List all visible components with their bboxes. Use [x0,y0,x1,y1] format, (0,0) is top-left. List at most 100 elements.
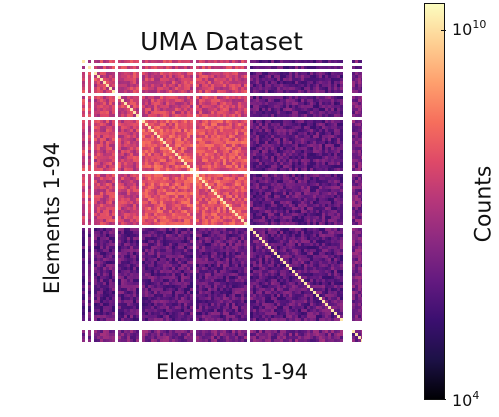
heatmap-cell [181,228,184,231]
heatmap-cell [259,198,262,201]
heatmap-cell [100,189,103,192]
heatmap-cell [181,108,184,111]
heatmap-cell [298,195,301,198]
heatmap-cell [121,111,124,114]
heatmap-cell [334,126,337,129]
heatmap-cell [109,60,112,63]
heatmap-cell [304,129,307,132]
heatmap-cell [295,84,298,87]
heatmap-cell [361,192,362,195]
heatmap-cell [280,159,283,162]
heatmap-cell [325,192,328,195]
heatmap-cell [82,150,85,153]
heatmap-cell [172,192,175,195]
heatmap-cell [355,189,358,192]
heatmap-cell [223,99,226,102]
heatmap-cell [181,246,184,249]
heatmap-cell [175,60,178,63]
heatmap-cell [190,207,193,210]
heatmap-cell [121,129,124,132]
heatmap-cell [340,75,343,78]
heatmap-cell [292,138,295,141]
heatmap-cell [211,105,214,108]
heatmap-cell [328,174,331,177]
heatmap-cell [217,168,220,171]
heatmap-cell [142,201,145,204]
heatmap-cell [337,213,340,216]
heatmap-cell [199,252,202,255]
heatmap-cell [163,222,166,225]
heatmap-cell [241,138,244,141]
heatmap-cell [253,192,256,195]
heatmap-cell [322,96,325,99]
heatmap-cell [124,192,127,195]
heatmap-cell [274,234,277,237]
heatmap-cell [103,186,106,189]
heatmap-cell [106,246,109,249]
heatmap-cell [217,153,220,156]
heatmap-cell [136,207,139,210]
heatmap-cell [229,135,232,138]
heatmap-cell [313,162,316,165]
heatmap-cell [232,159,235,162]
heatmap-cell [265,126,268,129]
heatmap-cell [160,78,163,81]
heatmap-cell [358,81,361,84]
heatmap-cell [172,177,175,180]
heatmap-cell [238,219,241,222]
heatmap-cell [328,108,331,111]
heatmap-cell [226,234,229,237]
heatmap-cell [109,72,112,75]
heatmap-cell [253,138,256,141]
heatmap-cell [313,198,316,201]
heatmap-cell [304,201,307,204]
heatmap-cell [283,192,286,195]
heatmap-cell [280,84,283,87]
heatmap-cell [307,177,310,180]
heatmap-cell [361,234,362,237]
heatmap-cell [205,123,208,126]
heatmap-cell [355,174,358,177]
heatmap-cell [142,144,145,147]
heatmap-cell [241,243,244,246]
heatmap-cell [289,96,292,99]
heatmap-cell [352,111,355,114]
heatmap-cell [265,162,268,165]
heatmap-cell [208,129,211,132]
heatmap-cell [124,252,127,255]
heatmap-cell [151,129,154,132]
heatmap-cell [334,213,337,216]
heatmap-cell [166,249,169,252]
heatmap-cell [277,162,280,165]
heatmap-cell [298,219,301,222]
heatmap-cell [286,159,289,162]
heatmap-cell [235,234,238,237]
heatmap-cell [301,186,304,189]
heatmap-cell [253,165,256,168]
heatmap-cell [289,156,292,159]
heatmap-cell [100,102,103,105]
heatmap-cell [220,129,223,132]
heatmap-cell [178,66,181,69]
heatmap-cell [175,141,178,144]
heatmap-cell [337,135,340,138]
heatmap-cell [220,216,223,219]
heatmap-cell [238,99,241,102]
heatmap-cell [187,198,190,201]
heatmap-cell [100,231,103,234]
heatmap-cell [163,111,166,114]
heatmap-cell [352,150,355,153]
heatmap-cell [328,114,331,117]
heatmap-cell [145,150,148,153]
heatmap-cell [136,102,139,105]
heatmap-cell [154,195,157,198]
heatmap-cell [352,231,355,234]
heatmap-cell [103,99,106,102]
heatmap-cell [172,180,175,183]
heatmap-cell [355,228,358,231]
heatmap-cell [280,156,283,159]
heatmap-cell [220,114,223,117]
heatmap-cell [202,210,205,213]
heatmap-cell [157,60,160,63]
heatmap-cell [196,108,199,111]
